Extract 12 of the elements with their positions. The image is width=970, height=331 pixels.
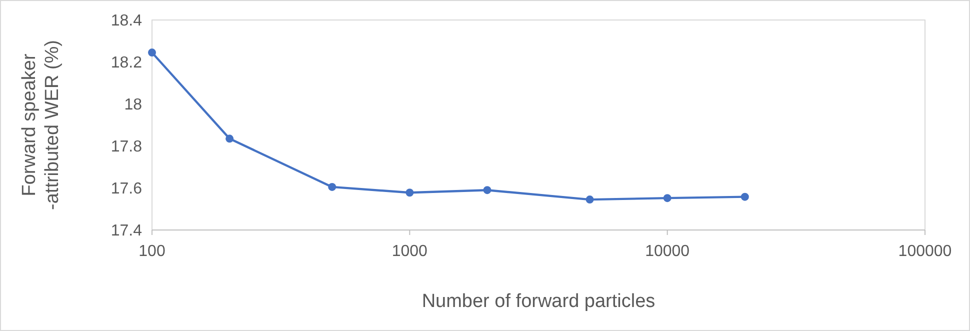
y-tick-label: 18.2 [110, 54, 142, 72]
x-tick-label: 10000 [645, 243, 690, 260]
x-tick-label: 100000 [898, 243, 952, 260]
y-axis-title: Forward speaker -attributed WER (%) [19, 40, 63, 210]
y-tick-label: 17.8 [110, 138, 142, 156]
y-tick-label: 18 [124, 96, 142, 114]
y-tick-label: 17.4 [110, 222, 142, 240]
x-axis-title: Number of forward particles [422, 291, 656, 312]
x-tick-label: 100 [138, 243, 166, 260]
y-tick-label: 18.4 [110, 12, 142, 30]
x-tick-label: 1000 [392, 243, 428, 260]
y-tick-label: 17.6 [110, 180, 142, 198]
